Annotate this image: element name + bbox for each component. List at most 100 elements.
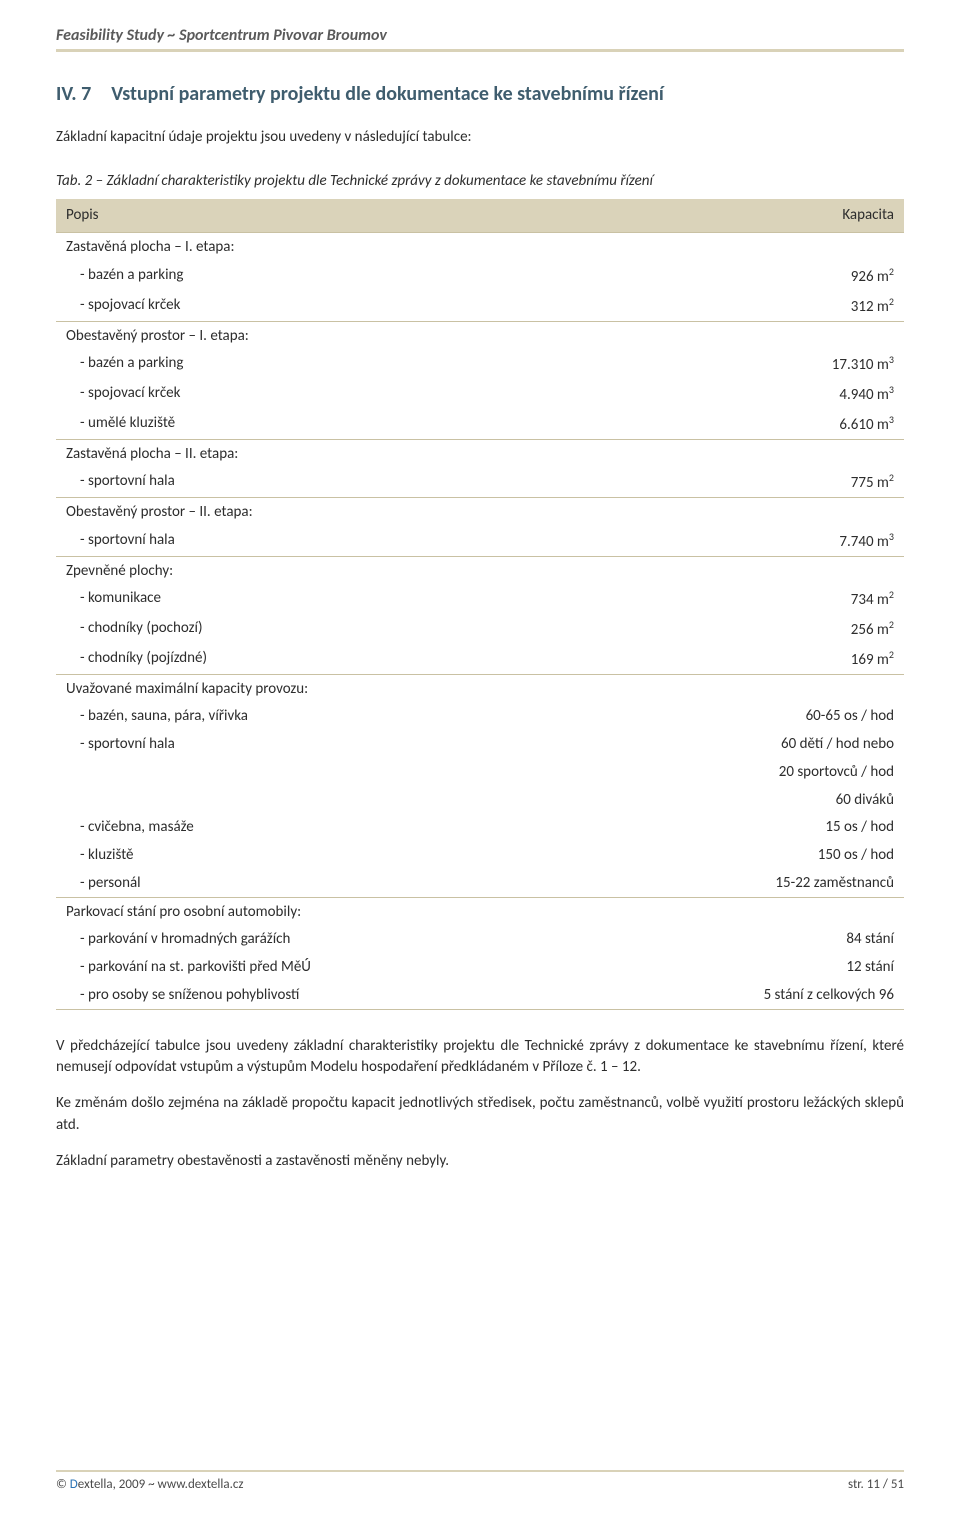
row-value: 256 m2 [597, 614, 904, 644]
page-footer: © Dextella, 2009 ~ www.dextella.cz str. … [56, 1470, 904, 1495]
row-value: 6.610 m3 [597, 409, 904, 439]
row-value: 84 stání [597, 925, 904, 953]
brand-initial: D [70, 1477, 78, 1492]
row-value: 20 sportovců / hod [597, 758, 904, 786]
table-group-header: Zpevněné plochy: [56, 556, 904, 584]
row-label: - cvičebna, masáže [56, 813, 597, 841]
section-title-text: Vstupní parametry projektu dle dokumenta… [111, 80, 664, 109]
row-label [56, 758, 597, 786]
row-value: 150 os / hod [597, 841, 904, 869]
row-label: - sportovní hala [56, 730, 597, 758]
table-row: 60 diváků [56, 786, 904, 814]
row-value: 734 m2 [597, 584, 904, 614]
table-row: - sportovní hala775 m2 [56, 467, 904, 497]
table-row: - spojovací krček312 m2 [56, 291, 904, 321]
row-value: 17.310 m3 [597, 349, 904, 379]
group-label: Obestavěný prostor – II. etapa: [56, 498, 597, 526]
unit-exponent: 2 [889, 295, 894, 308]
table-group-header: Zastavěná plocha – I. etapa: [56, 233, 904, 261]
table-row: 20 sportovců / hod [56, 758, 904, 786]
row-value: 60 diváků [597, 786, 904, 814]
group-value-empty [597, 439, 904, 467]
header-title: Feasibility Study ~ Sportcentrum Pivovar… [56, 24, 387, 47]
copyright-suffix: , 2009 ~ www.dextella.cz [113, 1477, 244, 1492]
capacity-table: Popis Kapacita Zastavěná plocha – I. eta… [56, 199, 904, 1010]
table-row: - parkování v hromadných garážích84 stán… [56, 925, 904, 953]
row-label [56, 786, 597, 814]
footer-row: © Dextella, 2009 ~ www.dextella.cz str. … [56, 1476, 904, 1495]
body-paragraph: Ke změnám došlo zejména na základě propo… [56, 1093, 904, 1137]
group-label: Zpevněné plochy: [56, 556, 597, 584]
table-row: - kluziště150 os / hod [56, 841, 904, 869]
unit-exponent: 3 [889, 383, 894, 396]
row-value: 312 m2 [597, 291, 904, 321]
table-row: - bazén a parking17.310 m3 [56, 349, 904, 379]
row-value: 15 os / hod [597, 813, 904, 841]
col-header-popis: Popis [56, 199, 597, 233]
row-value: 12 stání [597, 953, 904, 981]
row-value: 169 m2 [597, 644, 904, 674]
row-label: - chodníky (pochozí) [56, 614, 597, 644]
unit-exponent: 2 [889, 588, 894, 601]
brand-rest: extella [78, 1477, 113, 1492]
group-value-empty [597, 321, 904, 349]
table-row: - personál15-22 zaměstnanců [56, 869, 904, 897]
row-label: - pro osoby se sníženou pohyblivostí [56, 981, 597, 1009]
row-label: - spojovací krček [56, 291, 597, 321]
group-label: Uvažované maximální kapacity provozu: [56, 674, 597, 702]
table-row: - cvičebna, masáže15 os / hod [56, 813, 904, 841]
unit-exponent: 3 [889, 413, 894, 426]
unit-exponent: 2 [889, 471, 894, 484]
table-group-header: Parkovací stání pro osobní automobily: [56, 897, 904, 925]
table-row: - chodníky (pochozí)256 m2 [56, 614, 904, 644]
copyright-prefix: © [56, 1477, 70, 1492]
table-row: - chodníky (pojízdné)169 m2 [56, 644, 904, 674]
table-row: - bazén, sauna, pára, vířivka60-65 os / … [56, 702, 904, 730]
table-row: - pro osoby se sníženou pohyblivostí5 st… [56, 981, 904, 1009]
page: Feasibility Study ~ Sportcentrum Pivovar… [0, 0, 960, 1513]
row-label: - komunikace [56, 584, 597, 614]
unit-exponent: 3 [889, 353, 894, 366]
group-label: Zastavěná plocha – II. etapa: [56, 439, 597, 467]
table-row: - umělé kluziště6.610 m3 [56, 409, 904, 439]
row-value: 7.740 m3 [597, 526, 904, 556]
group-label: Zastavěná plocha – I. etapa: [56, 233, 597, 261]
intro-paragraph: Základní kapacitní údaje projektu jsou u… [56, 127, 904, 149]
body-paragraph: V předcházející tabulce jsou uvedeny zák… [56, 1036, 904, 1080]
table-row: - sportovní hala60 dětí / hod nebo [56, 730, 904, 758]
document-header: Feasibility Study ~ Sportcentrum Pivovar… [56, 24, 904, 49]
section-heading: IV. 7 Vstupní parametry projektu dle dok… [56, 80, 904, 109]
row-value: 15-22 zaměstnanců [597, 869, 904, 897]
row-value: 5 stání z celkových 96 [597, 981, 904, 1009]
group-label: Obestavěný prostor – I. etapa: [56, 321, 597, 349]
table-group-header: Obestavěný prostor – I. etapa: [56, 321, 904, 349]
group-label: Parkovací stání pro osobní automobily: [56, 897, 597, 925]
row-label: - kluziště [56, 841, 597, 869]
row-label: - bazén, sauna, pára, vířivka [56, 702, 597, 730]
footer-copyright: © Dextella, 2009 ~ www.dextella.cz [56, 1476, 244, 1495]
body-paragraph: Základní parametry obestavěnosti a zasta… [56, 1151, 904, 1173]
row-label: - umělé kluziště [56, 409, 597, 439]
group-value-empty [597, 498, 904, 526]
row-label: - bazén a parking [56, 261, 597, 291]
unit-exponent: 2 [889, 265, 894, 278]
table-caption: Tab. 2 – Základní charakteristiky projek… [56, 171, 904, 193]
table-row: - spojovací krček4.940 m3 [56, 379, 904, 409]
row-label: - parkování na st. parkovišti před MěÚ [56, 953, 597, 981]
row-label: - spojovací krček [56, 379, 597, 409]
header-rule [56, 49, 904, 52]
table-group-header: Obestavěný prostor – II. etapa: [56, 498, 904, 526]
group-value-empty [597, 674, 904, 702]
table-row: - bazén a parking926 m2 [56, 261, 904, 291]
table-row: - sportovní hala7.740 m3 [56, 526, 904, 556]
group-value-empty [597, 897, 904, 925]
table-header-row: Popis Kapacita [56, 199, 904, 233]
table-group-header: Uvažované maximální kapacity provozu: [56, 674, 904, 702]
unit-exponent: 3 [889, 530, 894, 543]
table-row: - parkování na st. parkovišti před MěÚ12… [56, 953, 904, 981]
row-value: 926 m2 [597, 261, 904, 291]
group-value-empty [597, 233, 904, 261]
footer-page-number: str. 11 / 51 [848, 1476, 904, 1495]
row-value: 60 dětí / hod nebo [597, 730, 904, 758]
row-value: 60-65 os / hod [597, 702, 904, 730]
